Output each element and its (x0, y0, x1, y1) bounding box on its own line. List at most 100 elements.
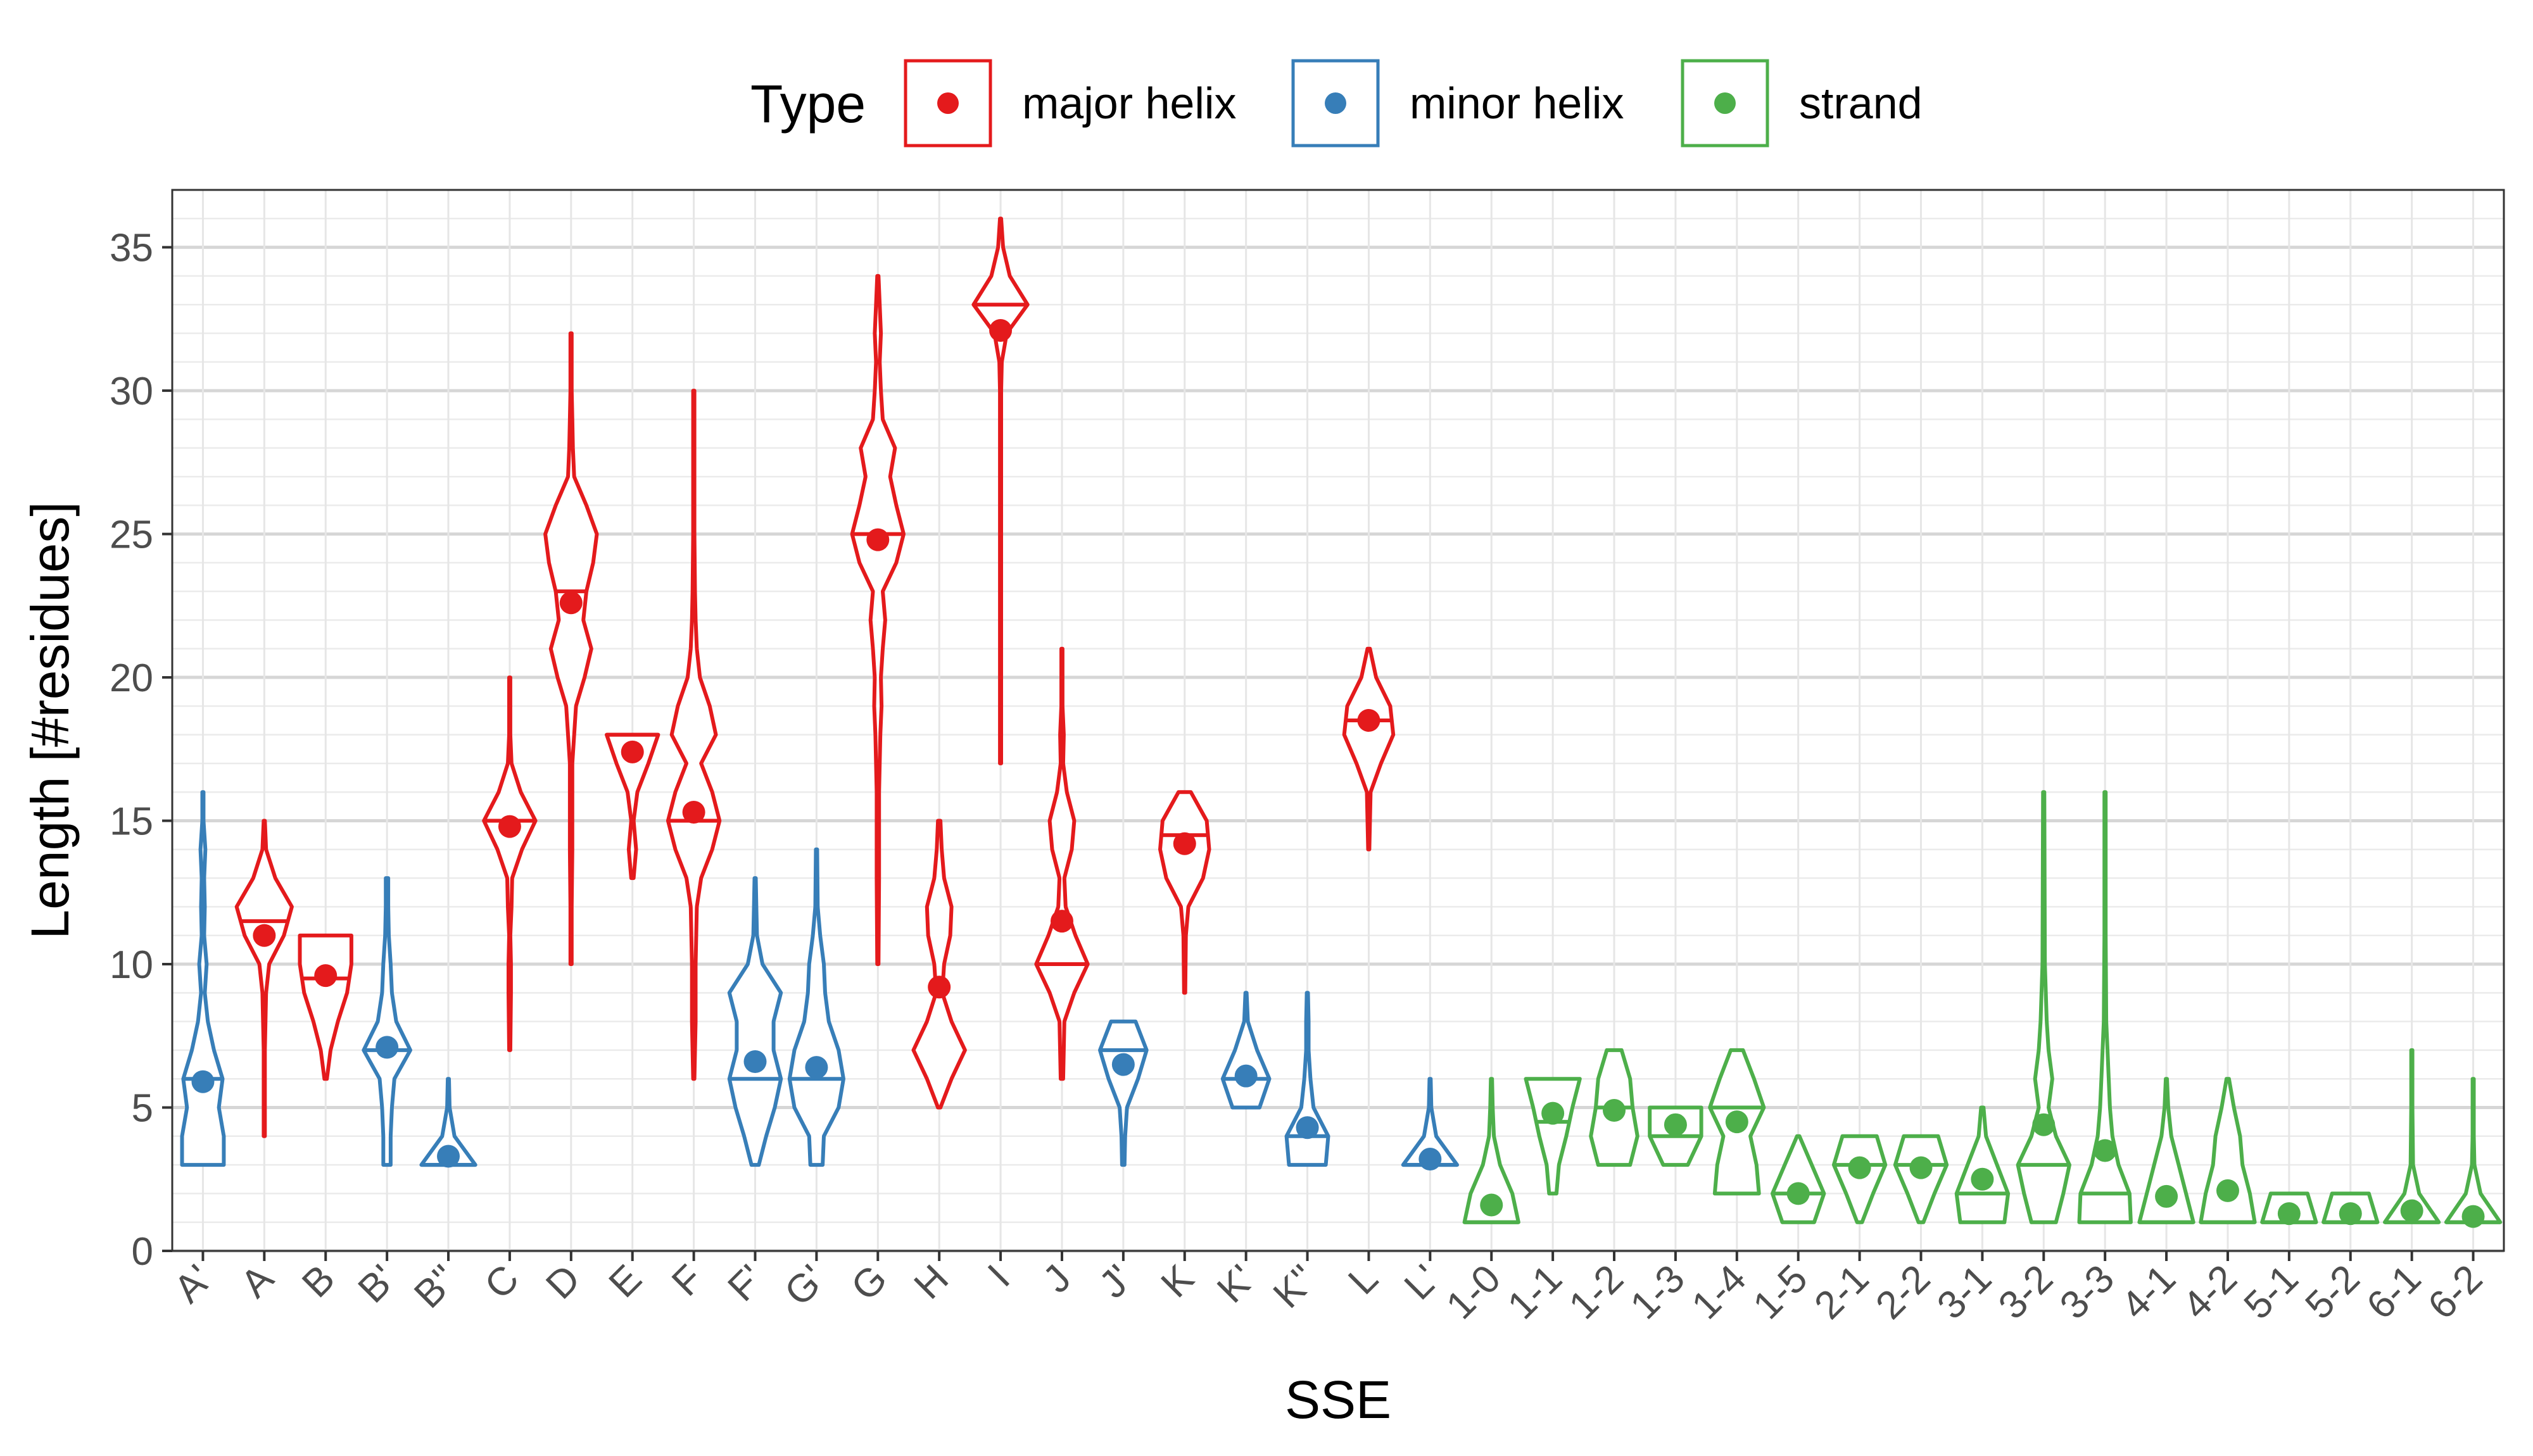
violin-b (298, 933, 353, 1081)
violin-1-0 (1462, 1077, 1520, 1224)
mean-point (2094, 1139, 2117, 1162)
violin-6-1 (2383, 1048, 2441, 1224)
x-tick-label-1-4: 1-4 (1684, 1257, 1755, 1327)
violin-6-2 (2444, 1077, 2503, 1228)
x-tick-label-e: E (601, 1257, 650, 1306)
violin-shape (298, 933, 353, 1081)
violins (180, 217, 2503, 1228)
legend-label-major-helix: major helix (1022, 78, 1236, 128)
violin-shape (482, 675, 538, 1052)
x-tick-label-1-0: 1-0 (1438, 1257, 1509, 1327)
mean-point (1111, 1053, 1135, 1076)
violin-shape (2444, 1077, 2503, 1224)
violin-k-prime (1220, 991, 1272, 1110)
x-tick-label-i: I (980, 1257, 1018, 1295)
violin-2-1 (1831, 1134, 1888, 1224)
mean-point (743, 1050, 767, 1074)
x-tick-label-f-prime: F' (719, 1257, 773, 1310)
x-tick-label-5-1: 5-1 (2236, 1257, 2307, 1327)
violin-5-2 (2321, 1191, 2380, 1226)
x-tick-label-4-1: 4-1 (2113, 1257, 2184, 1327)
mean-point (1480, 1193, 1503, 1217)
legend-dot-major-helix (937, 92, 959, 114)
violin-j-prime (1098, 1019, 1149, 1167)
legend-title: Type (750, 74, 866, 134)
mean-point (191, 1070, 215, 1093)
violin-l (1342, 646, 1396, 851)
x-tick-label-1-3: 1-3 (1622, 1257, 1693, 1327)
violin-a (234, 819, 294, 1138)
violin-i (971, 217, 1030, 765)
mean-point (2277, 1202, 2301, 1226)
mean-point (805, 1056, 828, 1079)
x-tick-label-2-1: 2-1 (1806, 1257, 1877, 1327)
violin-e (605, 732, 660, 881)
violin-shape (1098, 1019, 1149, 1167)
mean-point (1357, 709, 1380, 732)
x-tick-label-h: H (906, 1257, 957, 1307)
x-tick-label-k-dprime: K'' (1265, 1257, 1325, 1317)
violin-1-5 (1771, 1134, 1826, 1224)
x-tick-label-d: D (538, 1257, 588, 1307)
x-tick-label-1-5: 1-5 (1745, 1257, 1816, 1327)
violin-shape (1831, 1134, 1888, 1224)
legend-dot-minor-helix (1325, 92, 1346, 114)
y-tick-label: 0 (132, 1230, 153, 1274)
violin-shape (666, 389, 722, 1081)
violin-shape (1342, 646, 1396, 851)
x-tick-label-a-prime: A' (166, 1257, 220, 1311)
violin-f (666, 389, 722, 1081)
x-axis-title: SSE (1285, 1370, 1391, 1429)
violin-shape (543, 331, 599, 966)
y-tick-label: 5 (132, 1087, 153, 1131)
x-tick-label-3-1: 3-1 (1929, 1257, 2000, 1327)
violin-shape (1893, 1134, 1949, 1224)
violin-shape (2383, 1048, 2441, 1224)
x-tick-label-b-prime: B' (350, 1257, 405, 1311)
x-tick-label-k-prime: K' (1209, 1257, 1263, 1311)
x-tick-label-g: G (843, 1257, 895, 1309)
violin-shape (1462, 1077, 1520, 1224)
x-tick-label-a: A (232, 1257, 282, 1306)
legend: Type major helix minor helix strand (750, 59, 1923, 147)
violin-3-3 (2077, 790, 2133, 1224)
violin-1-4 (1708, 1048, 1766, 1196)
mean-point (1909, 1156, 1933, 1179)
violin-5-1 (2260, 1191, 2318, 1226)
violin-j (1034, 646, 1090, 1081)
x-tick-label-1-2: 1-2 (1561, 1257, 1632, 1327)
mean-point (682, 800, 705, 824)
mean-point (1603, 1099, 1626, 1122)
legend-dot-strand (1714, 92, 1736, 114)
violin-b-prime (362, 876, 412, 1167)
violin-shape (787, 847, 845, 1167)
mean-point (1725, 1110, 1748, 1134)
mean-point (1418, 1148, 1442, 1171)
violin-shape (2199, 1077, 2257, 1224)
violin-d (543, 331, 599, 966)
mean-point (1786, 1182, 1810, 1205)
mean-point (1234, 1064, 1258, 1088)
mean-point (559, 591, 583, 615)
y-tick-label: 20 (110, 656, 153, 700)
violin-shape (419, 1077, 477, 1167)
violin-c (482, 675, 538, 1052)
violin-2-2 (1893, 1134, 1949, 1224)
violin-4-1 (2137, 1077, 2195, 1224)
legend-item-strand: strand (1681, 59, 1923, 147)
violin-shape (180, 790, 226, 1167)
legend-item-major-helix: major helix (904, 59, 1236, 147)
y-tick-label: 10 (110, 943, 153, 987)
violin-3-2 (2016, 790, 2071, 1224)
x-tick-label-6-2: 6-2 (2420, 1257, 2491, 1327)
violin-4-2 (2199, 1077, 2257, 1224)
mean-point (866, 528, 890, 551)
x-tick-label-b-dprime: B'' (406, 1257, 466, 1317)
violin-f-prime (727, 876, 783, 1167)
violin-1-3 (1648, 1105, 1703, 1167)
x-tick-label-j: J (1035, 1257, 1080, 1302)
violin-a-prime (180, 790, 226, 1167)
x-tick-label-k: K (1153, 1257, 1203, 1306)
